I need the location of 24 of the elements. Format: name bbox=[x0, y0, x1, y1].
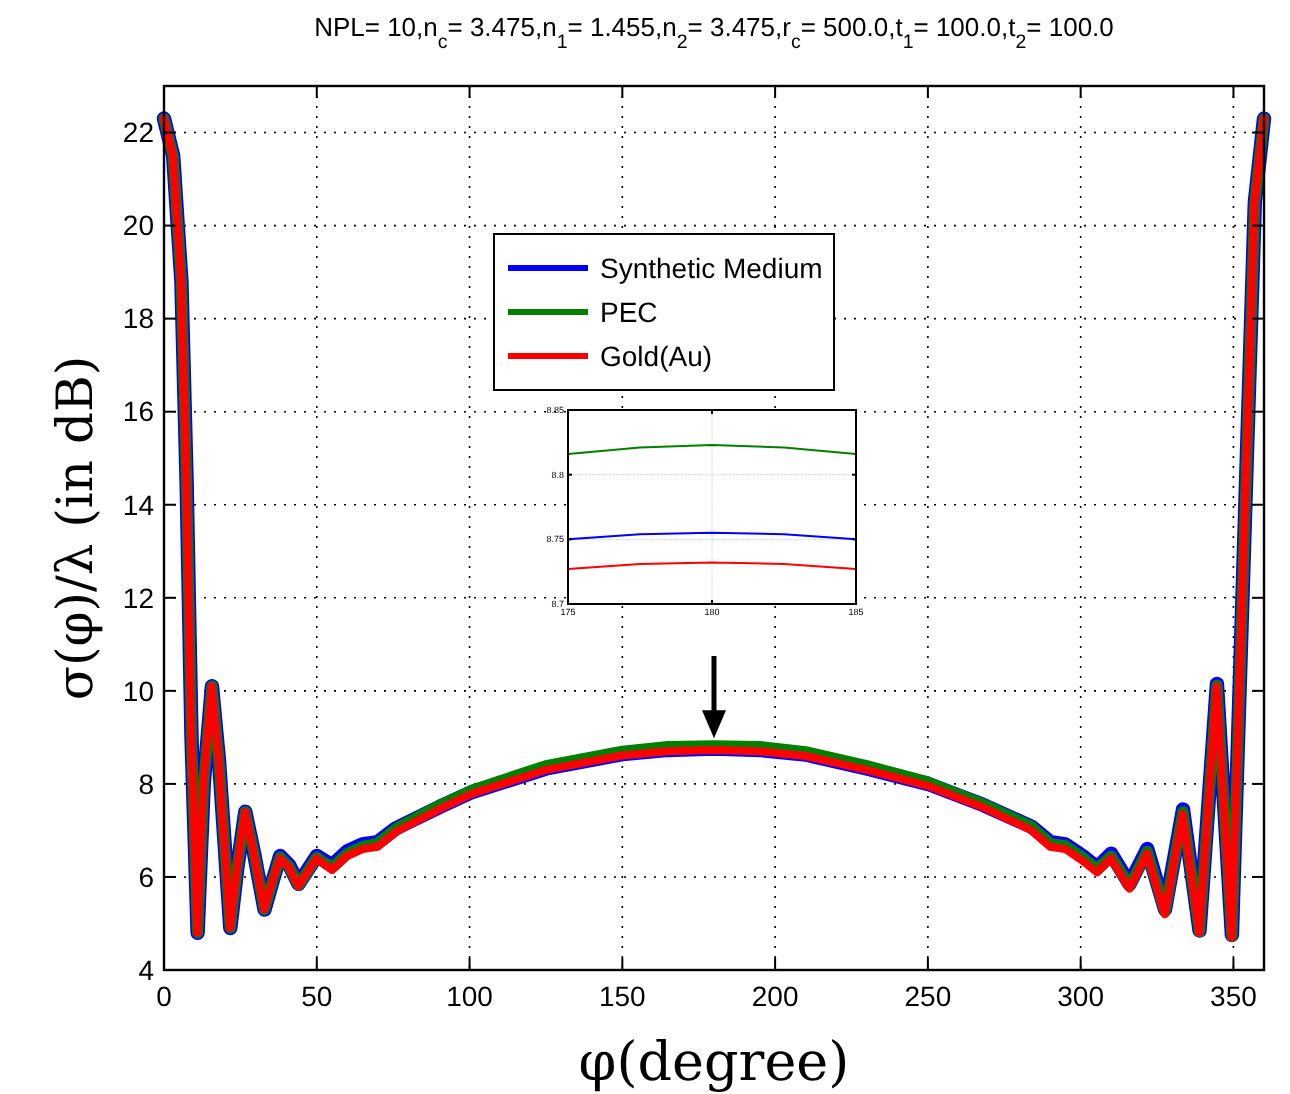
legend-label: Synthetic Medium bbox=[600, 251, 823, 284]
y-tick-label: 10 bbox=[122, 674, 155, 707]
x-tick-label: 300 bbox=[1057, 980, 1105, 1012]
y-tick-label: 6 bbox=[138, 860, 155, 893]
y-tick-label: 20 bbox=[122, 209, 155, 242]
y-tick-label: 22 bbox=[122, 116, 155, 149]
y-axis-title: σ(φ)/λ (in dB) bbox=[46, 355, 104, 701]
legend-label: Gold(Au) bbox=[600, 339, 713, 372]
x-tick-label: 200 bbox=[751, 980, 799, 1012]
x-tick-label: 150 bbox=[598, 980, 647, 1012]
x-tick-label: 250 bbox=[904, 980, 952, 1012]
x-tick-label: 0 bbox=[156, 980, 173, 1012]
x-tick-label: 350 bbox=[1210, 980, 1258, 1012]
y-tick-label: 18 bbox=[122, 302, 155, 335]
x-tick-label: 100 bbox=[446, 980, 494, 1012]
y-tick-label: 8 bbox=[138, 767, 155, 800]
y-tick-label: 4 bbox=[138, 953, 155, 986]
x-tick-label: 50 bbox=[301, 980, 333, 1012]
chart-title: NPL= 10,n$_{c}$= 3.475,n$_{1}$= 1.455,n$_{2}$= 3.475,r$_{c}$= 500.0,t$_{1}$= 100.0,t$_{2}$= 100.0 bbox=[314, 12, 1114, 53]
y-tick-label: 14 bbox=[122, 488, 155, 521]
legend-label: PEC bbox=[600, 295, 658, 328]
x-axis-title: φ(degree) bbox=[578, 1032, 850, 1094]
y-tick-label: 16 bbox=[122, 395, 155, 428]
y-tick-label: 12 bbox=[122, 581, 155, 614]
